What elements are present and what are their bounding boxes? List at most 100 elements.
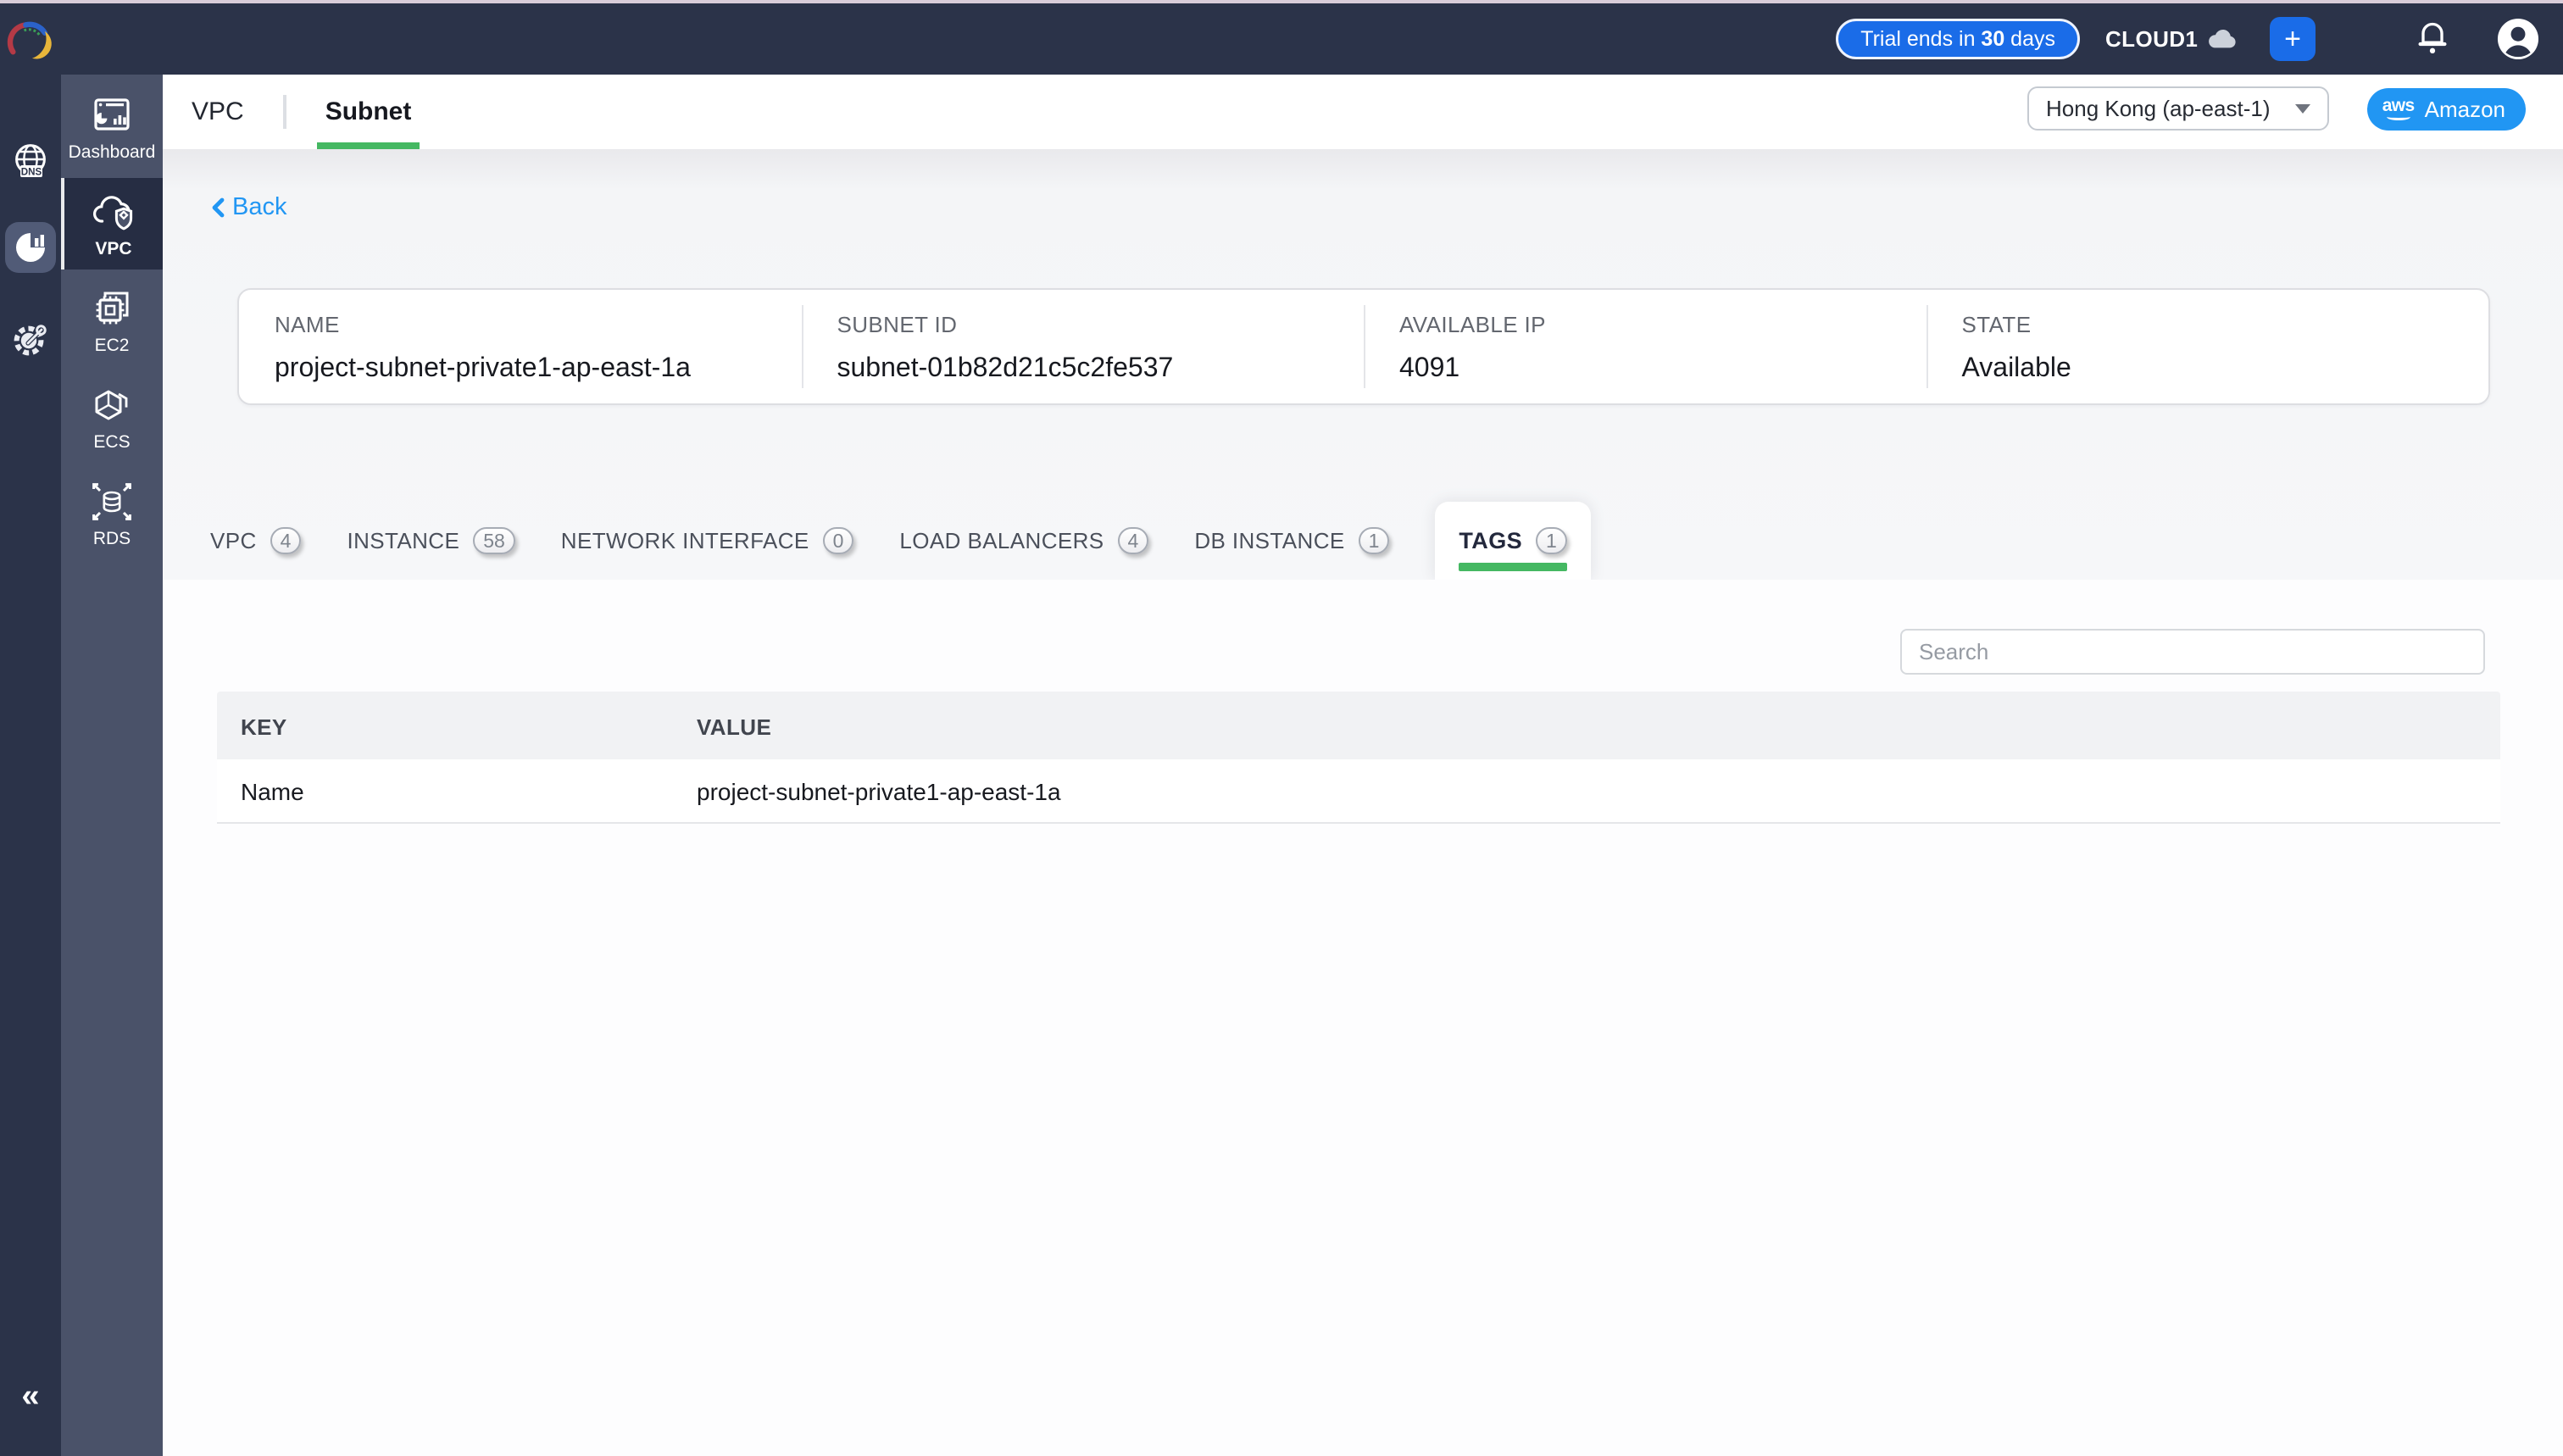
notifications-bell-icon[interactable] [2416, 20, 2449, 58]
tab-count-badge: 58 [473, 527, 515, 554]
dashboard-icon [94, 98, 130, 131]
active-tab-underline [316, 142, 420, 149]
sidebar-item-rds[interactable]: RDS [61, 468, 163, 559]
tab-count-badge: 4 [1117, 527, 1149, 554]
ecs-container-icon [95, 390, 128, 420]
tab-label: VPC [210, 527, 257, 553]
provider-amazon-button[interactable]: aws Amazon [2366, 88, 2526, 131]
sidebar-item-vpc[interactable]: VPC [61, 178, 163, 270]
breadcrumb-tabs: VPC Subnet [188, 75, 2563, 149]
page-header: VPC Subnet Hong Kong (ap-east-1) aws Ama… [163, 75, 2563, 149]
topbar: Trial ends in 30 days CLOUD1 + [0, 3, 2563, 75]
summary-field-available-ip: AVAILABLE IP 4091 [1364, 290, 1926, 403]
tab-label: NETWORK INTERFACE [560, 527, 809, 553]
sidebar-collapse-button[interactable]: « [21, 1378, 40, 1414]
sidebar-item-label: RDS [92, 529, 131, 548]
provider-label: Amazon [2424, 96, 2505, 122]
back-label: Back [232, 193, 287, 220]
field-label: STATE [1961, 312, 2032, 337]
tab-subnet-label: Subnet [325, 97, 412, 125]
trial-prefix: Trial ends in [1860, 26, 1982, 51]
aws-smile-swoosh [2386, 114, 2410, 120]
cloud-icon [2209, 30, 2236, 48]
tab-subnet[interactable]: Subnet [316, 75, 420, 149]
sidebar-item-dashboard[interactable]: Dashboard [61, 81, 163, 173]
field-value: 4091 [1399, 352, 1460, 382]
sidebar-item-ec2[interactable]: EC2 [61, 275, 163, 366]
summary-field-subnet-id: SUBNET ID subnet-01b82d21c5c2fe537 [801, 290, 1365, 403]
field-value: Available [1961, 352, 2071, 382]
trial-suffix: days [2004, 26, 2055, 51]
tab-count-badge: 1 [1536, 527, 1567, 554]
summary-field-state: STATE Available [1926, 290, 2489, 403]
tab-label: INSTANCE [347, 527, 460, 553]
account-menu[interactable]: CLOUD1 [2105, 26, 2241, 53]
active-tab-indicator [1459, 563, 1567, 571]
tab-label: LOAD BALANCERS [899, 527, 1104, 553]
vpc-cloud-shield-icon [93, 196, 133, 231]
tag-value: project-subnet-private1-ap-east-1a [697, 778, 1061, 805]
resource-tabs: VPC 4 INSTANCE 58 NETWORK INTERFACE 0 LO… [210, 502, 1613, 580]
region-select-value: Hong Kong (ap-east-1) [2046, 95, 2271, 121]
resource-tab-instance[interactable]: INSTANCE 58 [347, 502, 515, 580]
back-link[interactable]: Back [210, 193, 286, 221]
rail-item-settings[interactable] [0, 320, 61, 361]
field-label: NAME [275, 312, 340, 337]
resource-tab-vpc[interactable]: VPC 4 [210, 502, 302, 580]
tag-key: Name [241, 778, 304, 805]
sidebar-item-label: VPC [95, 239, 132, 258]
aws-logo-text: aws [2382, 96, 2416, 115]
trial-days: 30 [1981, 26, 2005, 51]
tab-count-badge: 1 [1358, 527, 1390, 554]
table-row[interactable]: Name project-subnet-private1-ap-east-1a [217, 759, 2500, 824]
field-value: project-subnet-private1-ap-east-1a [275, 352, 691, 382]
rail-item-cloud-analytics[interactable] [5, 222, 56, 273]
sidebar-item-label: EC2 [94, 336, 130, 355]
tab-label: TAGS [1459, 527, 1523, 553]
sidebar-item-label: ECS [93, 432, 131, 452]
chevron-left-icon [212, 197, 225, 217]
table-header-row: KEY VALUE [217, 692, 2500, 759]
resource-tab-load-balancers[interactable]: LOAD BALANCERS 4 [899, 502, 1149, 580]
chevron-down-icon [2295, 103, 2310, 114]
analytics-pie-icon [15, 233, 45, 262]
ec2-chip-icon [96, 292, 129, 325]
trial-badge[interactable]: Trial ends in 30 days [1836, 19, 2080, 59]
resource-tab-db-instance[interactable]: DB INSTANCE 1 [1194, 502, 1390, 580]
column-header-value: VALUE [697, 714, 772, 740]
service-sidebar: Dashboard VPC [61, 75, 163, 1456]
field-label: SUBNET ID [837, 312, 958, 337]
column-header-key: KEY [241, 714, 287, 740]
app-logo[interactable] [5, 17, 56, 68]
subnet-summary-card: NAME project-subnet-private1-ap-east-1a … [237, 288, 2490, 405]
tags-tab-panel: KEY VALUE Name project-subnet-private1-a… [163, 580, 2563, 1456]
topbar-right-cluster: Trial ends in 30 days CLOUD1 + [1836, 3, 2539, 75]
search-input[interactable] [1900, 629, 2485, 675]
gear-wrench-icon [14, 325, 47, 356]
svg-text:DNS: DNS [21, 167, 42, 178]
tab-count-badge: 4 [270, 527, 302, 554]
aws-logo-icon: aws [2382, 96, 2416, 120]
tab-divider [282, 95, 286, 129]
user-avatar-icon[interactable] [2497, 18, 2539, 60]
tags-table: KEY VALUE Name project-subnet-private1-a… [217, 692, 2500, 824]
add-button[interactable]: + [2270, 17, 2316, 61]
detail-section: Back NAME project-subnet-private1-ap-eas… [163, 149, 2563, 580]
tab-vpc-label: VPC [192, 97, 244, 125]
account-name: CLOUD1 [2105, 25, 2199, 52]
window-edge-strip [0, 0, 2563, 3]
rail-item-dns[interactable]: DNS [0, 141, 61, 181]
dns-globe-icon: DNS [15, 144, 46, 178]
tab-count-badge: 0 [822, 527, 854, 554]
rds-database-icon [92, 483, 131, 520]
resource-tab-network-interface[interactable]: NETWORK INTERFACE 0 [561, 502, 854, 580]
field-value: subnet-01b82d21c5c2fe537 [837, 352, 1174, 382]
sidebar-item-label: Dashboard [68, 142, 156, 162]
resource-tab-tags[interactable]: TAGS 1 [1435, 502, 1591, 580]
field-label: AVAILABLE IP [1399, 312, 1546, 337]
tab-vpc[interactable]: VPC [188, 75, 247, 149]
region-select[interactable]: Hong Kong (ap-east-1) [2027, 86, 2329, 131]
sidebar-item-ecs[interactable]: ECS [61, 371, 163, 463]
tab-label: DB INSTANCE [1194, 527, 1345, 553]
